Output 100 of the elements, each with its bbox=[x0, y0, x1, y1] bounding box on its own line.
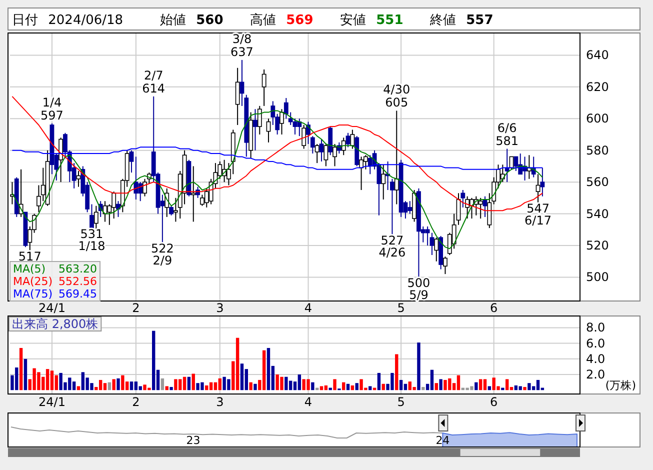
y-tick-label: 500 bbox=[586, 270, 609, 284]
candlestick bbox=[297, 118, 302, 137]
annotation: 1/4 597 bbox=[40, 95, 64, 122]
bar bbox=[328, 388, 332, 390]
candlestick bbox=[319, 138, 324, 162]
candlestick bbox=[94, 205, 98, 230]
bar bbox=[320, 386, 324, 390]
bar bbox=[434, 383, 438, 390]
bar bbox=[536, 380, 540, 390]
bar bbox=[46, 369, 50, 390]
bar bbox=[483, 379, 487, 390]
bar bbox=[134, 382, 138, 390]
y-tick-label: 560 bbox=[586, 175, 609, 190]
bar bbox=[488, 386, 492, 390]
candlestick bbox=[280, 108, 284, 135]
y-tick-label: 540 bbox=[586, 206, 609, 221]
text: 安値 551 bbox=[340, 12, 404, 28]
candlestick bbox=[235, 67, 240, 126]
x-tick-label: 4 bbox=[304, 301, 312, 315]
bar bbox=[254, 384, 257, 390]
bar bbox=[249, 382, 252, 390]
x-tick-label: 3 bbox=[216, 301, 224, 315]
x-tick-label: 5 bbox=[397, 395, 405, 409]
y-tick-label: 580 bbox=[586, 143, 609, 158]
bar bbox=[174, 379, 178, 390]
candlestick bbox=[341, 137, 346, 156]
y-tick-label: 2.0 bbox=[586, 368, 606, 382]
text: MA(25) 552.56 bbox=[13, 275, 97, 288]
bar bbox=[523, 386, 526, 390]
bar bbox=[478, 379, 482, 390]
candlestick bbox=[253, 108, 258, 151]
bar bbox=[284, 376, 288, 390]
x-tick-label: 6 bbox=[490, 395, 498, 409]
annotation: 527 4/26 bbox=[378, 233, 406, 260]
bar bbox=[518, 386, 522, 390]
text: 日付 2024/06/18 bbox=[12, 13, 124, 28]
bar bbox=[19, 348, 23, 390]
bar bbox=[324, 385, 328, 390]
bar bbox=[288, 380, 292, 390]
candlestick bbox=[257, 105, 262, 135]
bar bbox=[130, 382, 134, 390]
bar bbox=[236, 338, 240, 390]
candlestick bbox=[394, 110, 399, 205]
bar bbox=[205, 385, 208, 390]
x-tick-label: 3 bbox=[216, 395, 224, 409]
candlestick bbox=[425, 226, 430, 246]
annotation: 517 bbox=[18, 249, 42, 264]
y-tick-label: 6.0 bbox=[586, 336, 606, 350]
bar bbox=[165, 386, 168, 390]
x-tick-label: 4 bbox=[304, 395, 312, 409]
bar bbox=[505, 379, 509, 390]
bar bbox=[218, 378, 222, 390]
bar bbox=[404, 384, 408, 390]
candlestick bbox=[500, 164, 505, 183]
bar bbox=[422, 386, 425, 390]
annotation: 4/30 605 bbox=[383, 82, 410, 110]
candlestick bbox=[314, 144, 320, 164]
candlestick bbox=[443, 256, 448, 275]
candlestick bbox=[328, 126, 333, 156]
bar bbox=[152, 330, 156, 390]
bar bbox=[395, 354, 398, 390]
candlestick bbox=[324, 144, 328, 167]
annotation: 522 2/9 bbox=[150, 241, 174, 268]
annotation: 出来高 2,800株 bbox=[12, 317, 98, 331]
bar bbox=[76, 386, 80, 390]
candlestick bbox=[465, 196, 470, 220]
bar bbox=[368, 386, 372, 390]
bar bbox=[377, 372, 381, 390]
bar bbox=[160, 378, 164, 390]
x-tick-label: 24 bbox=[436, 434, 450, 447]
x-tick-label: 2 bbox=[132, 301, 140, 315]
bar bbox=[214, 382, 218, 390]
bar bbox=[456, 375, 460, 390]
bar bbox=[116, 378, 120, 390]
bar bbox=[399, 380, 403, 390]
x-tick-label: 6 bbox=[490, 301, 498, 315]
bar bbox=[342, 382, 346, 390]
bar bbox=[170, 386, 173, 390]
bar bbox=[98, 380, 102, 390]
bar bbox=[311, 382, 314, 390]
candlestick bbox=[346, 132, 350, 148]
bar bbox=[430, 370, 434, 390]
candlestick bbox=[332, 144, 337, 167]
bar bbox=[528, 383, 531, 390]
annotation: 547 6/17 bbox=[524, 202, 552, 228]
x-tick-label: 5 bbox=[397, 301, 405, 315]
bar bbox=[298, 374, 302, 390]
annotation: 531 1/18 bbox=[78, 227, 106, 254]
annotation: 500 5/9 bbox=[407, 276, 430, 302]
x-tick-label: 24/1 bbox=[38, 301, 66, 315]
bar bbox=[72, 382, 76, 390]
candlestick bbox=[540, 167, 545, 197]
x-tick-label: 24/1 bbox=[38, 395, 66, 409]
bar bbox=[121, 375, 124, 390]
candlestick bbox=[134, 156, 138, 200]
bar bbox=[350, 385, 354, 390]
y-tick-label: 620 bbox=[586, 80, 609, 94]
bar bbox=[262, 350, 266, 390]
bar bbox=[112, 379, 116, 390]
candlestick bbox=[408, 200, 412, 214]
